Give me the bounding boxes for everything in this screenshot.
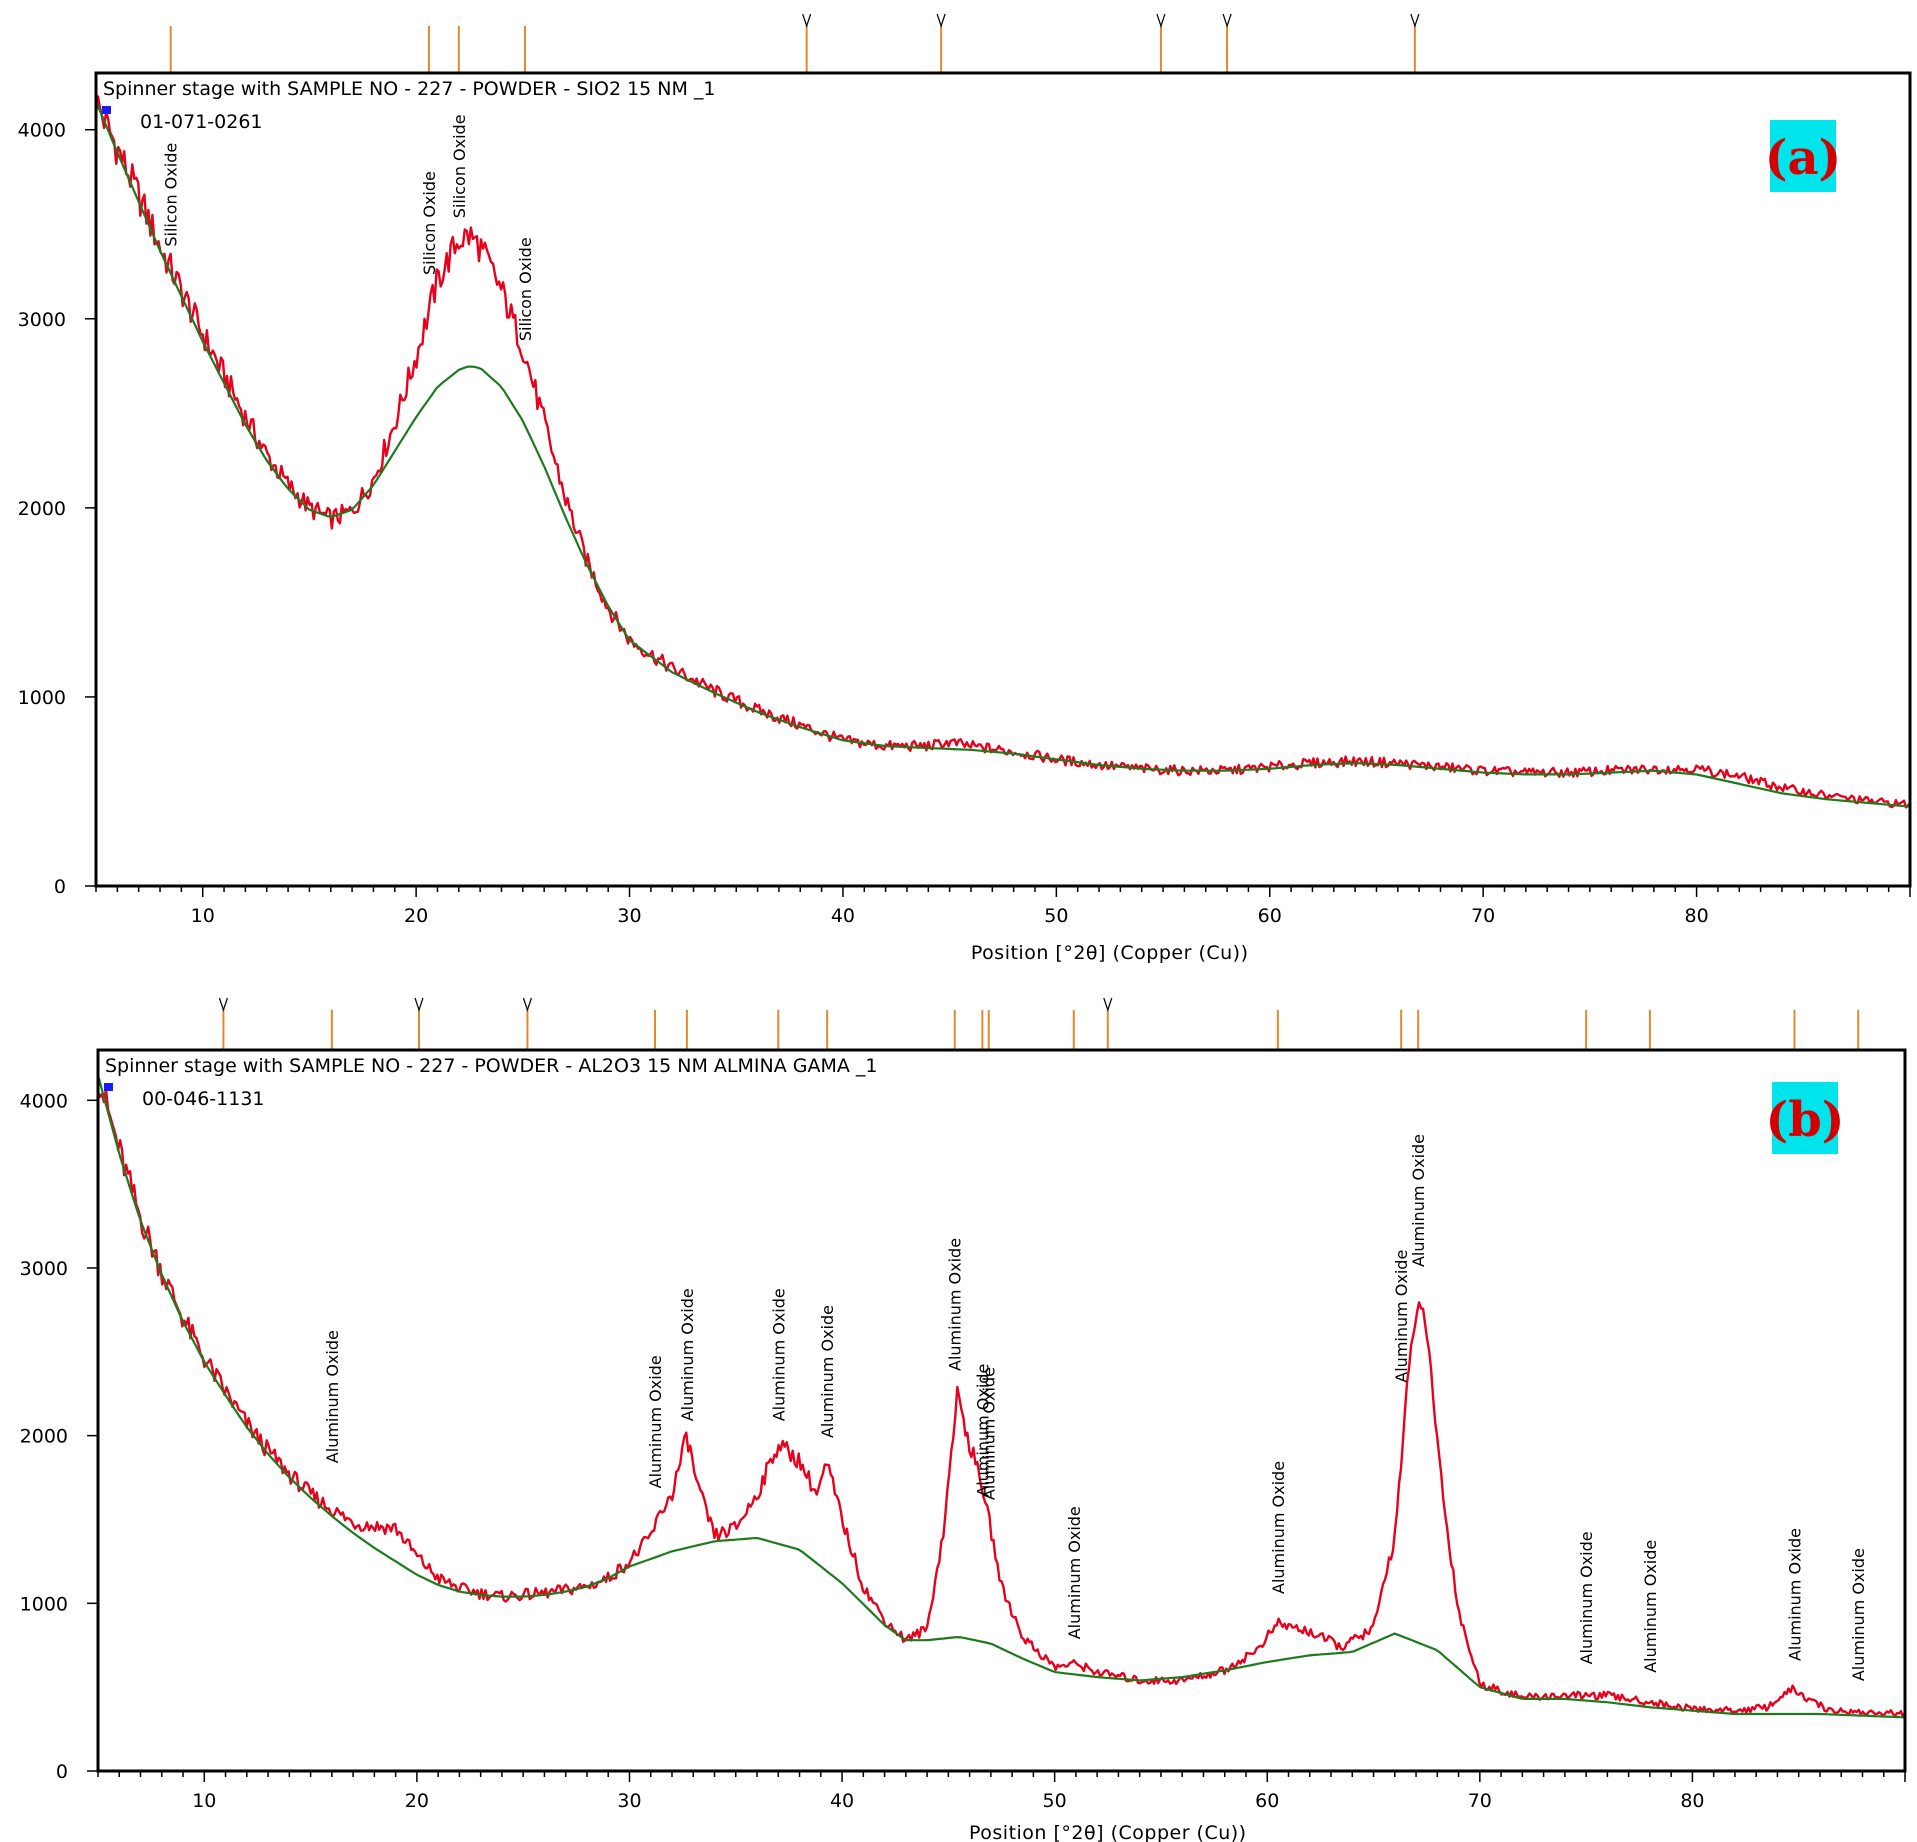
flag-mark bbox=[802, 13, 812, 28]
peak-label: Silicon Oxide bbox=[516, 237, 535, 341]
chart-panel-b: 10 20 30 40 50 60 70 80 0 1000 2000 3000 4000 Positio… bbox=[20, 997, 1907, 1842]
peak-label: Aluminum Oxide bbox=[980, 1367, 999, 1500]
reference-code: 00-046-1131 bbox=[142, 1088, 265, 1110]
y-tick-label: 0 bbox=[54, 876, 66, 898]
reference-swatch bbox=[102, 106, 111, 114]
flag-mark bbox=[936, 13, 946, 28]
x-tick-label: 40 bbox=[830, 1790, 854, 1812]
flag-mark bbox=[522, 997, 532, 1012]
peak-label: Silicon Oxide bbox=[450, 114, 469, 218]
peak-label: Aluminum Oxide bbox=[646, 1355, 665, 1488]
x-tick-label: 10 bbox=[192, 1790, 216, 1812]
x-tick-label: 10 bbox=[191, 905, 215, 927]
flag-mark bbox=[1222, 13, 1232, 28]
y-tick-label: 3000 bbox=[20, 1258, 68, 1280]
panel-tag-box bbox=[1770, 120, 1836, 192]
flag-mark bbox=[1156, 13, 1166, 28]
x-tick-label: 70 bbox=[1471, 905, 1495, 927]
y-tick-label: 0 bbox=[56, 1761, 68, 1783]
x-tick-label: 70 bbox=[1468, 1790, 1492, 1812]
panel-tag-label: (b) bbox=[1766, 1092, 1845, 1148]
peak-label: Aluminum Oxide bbox=[818, 1305, 837, 1438]
sample-header: Spinner stage with SAMPLE NO - 227 - POW… bbox=[103, 78, 716, 100]
reference-swatch bbox=[104, 1083, 113, 1091]
chart-panel-a: 10 20 30 40 50 60 70 80 0 1000 2000 3000 4000 Positio… bbox=[18, 13, 1912, 964]
y-tick-label: 3000 bbox=[18, 309, 66, 331]
peak-label: Aluminum Oxide bbox=[973, 1364, 992, 1497]
observed-pattern-line bbox=[96, 1087, 1907, 1719]
x-tick-label: 30 bbox=[617, 905, 641, 927]
y-tick-label: 2000 bbox=[20, 1426, 68, 1448]
plot-frame bbox=[96, 1048, 1907, 1773]
y-tick-label: 1000 bbox=[18, 687, 66, 709]
peak-label: Aluminum Oxide bbox=[1785, 1528, 1804, 1661]
sample-header: Spinner stage with SAMPLE NO - 227 - POW… bbox=[105, 1055, 878, 1077]
peak-label: Aluminum Oxide bbox=[1849, 1548, 1868, 1681]
flag-mark bbox=[1103, 997, 1113, 1012]
y-tick-label: 2000 bbox=[18, 498, 66, 520]
peak-label: Aluminum Oxide bbox=[323, 1330, 342, 1463]
peak-label: Silicon Oxide bbox=[420, 171, 439, 275]
x-tick-label: 80 bbox=[1680, 1790, 1704, 1812]
peak-label: Aluminum Oxide bbox=[1269, 1461, 1288, 1594]
background-fit-line bbox=[96, 1074, 1906, 1719]
x-tick-label: 60 bbox=[1258, 905, 1282, 927]
panel-tag-box bbox=[1772, 1082, 1838, 1154]
peak-label: Aluminum Oxide bbox=[1065, 1506, 1084, 1639]
x-tick-label: 80 bbox=[1684, 905, 1708, 927]
x-tick-label: 50 bbox=[1044, 905, 1068, 927]
y-tick-label: 1000 bbox=[20, 1593, 68, 1615]
x-tick-label: 20 bbox=[404, 905, 428, 927]
reference-code: 01-071-0261 bbox=[140, 111, 263, 133]
x-tick-label: 40 bbox=[831, 905, 855, 927]
peak-label: Aluminum Oxide bbox=[678, 1288, 697, 1421]
x-tick-label: 20 bbox=[405, 1790, 429, 1812]
peak-label: Silicon Oxide bbox=[162, 143, 181, 247]
x-axis-title: Position [°2θ] (Copper (Cu)) bbox=[971, 942, 1249, 964]
plot-frame bbox=[94, 71, 1912, 888]
peak-label: Aluminum Oxide bbox=[1392, 1250, 1411, 1383]
peak-label: Aluminum Oxide bbox=[769, 1288, 788, 1421]
flag-mark bbox=[218, 997, 228, 1012]
panel-tag-label: (a) bbox=[1765, 130, 1842, 186]
x-tick-label: 30 bbox=[617, 1790, 641, 1812]
peak-label: Aluminum Oxide bbox=[946, 1238, 965, 1371]
peak-label: Aluminum Oxide bbox=[1577, 1531, 1596, 1664]
y-tick-label: 4000 bbox=[18, 120, 66, 142]
peak-label: Aluminum Oxide bbox=[1641, 1540, 1660, 1673]
peak-label: Aluminum Oxide bbox=[1409, 1134, 1428, 1267]
x-tick-label: 50 bbox=[1043, 1790, 1067, 1812]
x-axis-title: Position [°2θ] (Copper (Cu)) bbox=[969, 1822, 1247, 1842]
background-fit-line bbox=[94, 100, 1911, 808]
flag-mark bbox=[414, 997, 424, 1012]
flag-mark bbox=[1410, 13, 1420, 28]
observed-pattern-line bbox=[94, 95, 1911, 809]
y-tick-label: 4000 bbox=[20, 1090, 68, 1112]
x-tick-label: 60 bbox=[1255, 1790, 1279, 1812]
